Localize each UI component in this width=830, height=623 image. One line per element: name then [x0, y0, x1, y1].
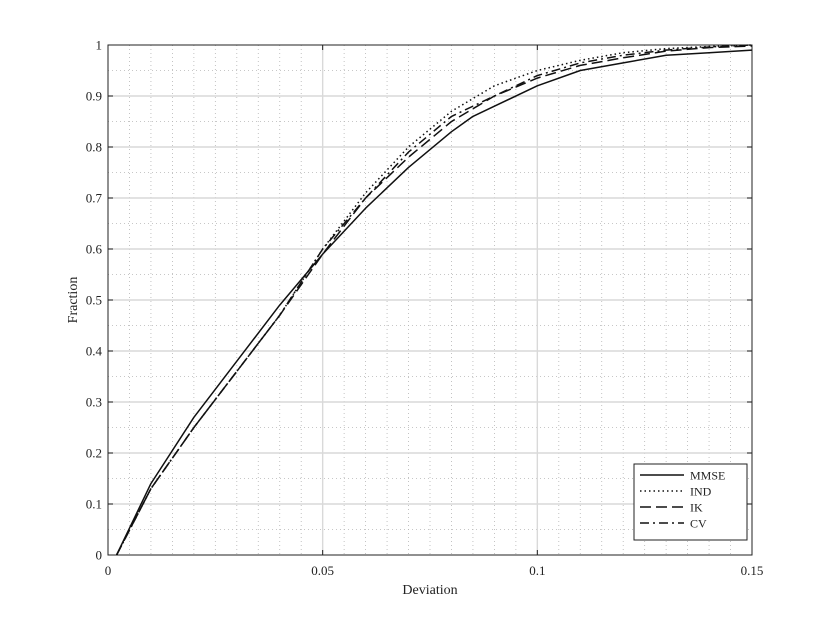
- x-tick-label: 0.1: [529, 563, 545, 578]
- y-tick-label: 0.8: [86, 140, 102, 155]
- y-tick-label: 0.6: [86, 242, 103, 257]
- y-tick-label: 0.5: [86, 293, 102, 308]
- series-line-mmse: [115, 49, 753, 556]
- legend-label-mmse: MMSE: [690, 469, 725, 483]
- x-axis-label: Deviation: [402, 583, 457, 598]
- series-lines: [115, 44, 753, 556]
- grid: [108, 45, 752, 555]
- y-tick-label: 1: [96, 38, 103, 53]
- legend-box: [633, 463, 748, 541]
- x-tick-label: 0: [105, 563, 112, 578]
- y-tick-label: 0.2: [86, 446, 102, 461]
- axis-ticks: 0 0.05 0.1 0.15 0 0.1 0.2 0.3 0.4 0.5 0.6 0.7 0.8 0.9…: [86, 38, 764, 579]
- legend-label-cv: CV: [690, 517, 707, 531]
- legend-label-ind: IND: [690, 485, 712, 499]
- x-tick-label: 0.15: [741, 563, 764, 578]
- y-axis-label: Fraction: [66, 277, 81, 324]
- y-tick-label: 0.4: [86, 344, 103, 359]
- x-tick-label: 0.05: [311, 563, 334, 578]
- legend-label-ik: IK: [690, 501, 703, 515]
- y-tick-label: 0: [96, 548, 103, 563]
- legend: MMSE IND IK CV: [633, 463, 748, 541]
- y-tick-label: 0.3: [86, 395, 102, 410]
- y-tick-label: 0.9: [86, 89, 102, 104]
- y-tick-label: 0.1: [86, 497, 102, 512]
- y-tick-label: 0.7: [86, 191, 103, 206]
- series-line-cv: [115, 44, 753, 556]
